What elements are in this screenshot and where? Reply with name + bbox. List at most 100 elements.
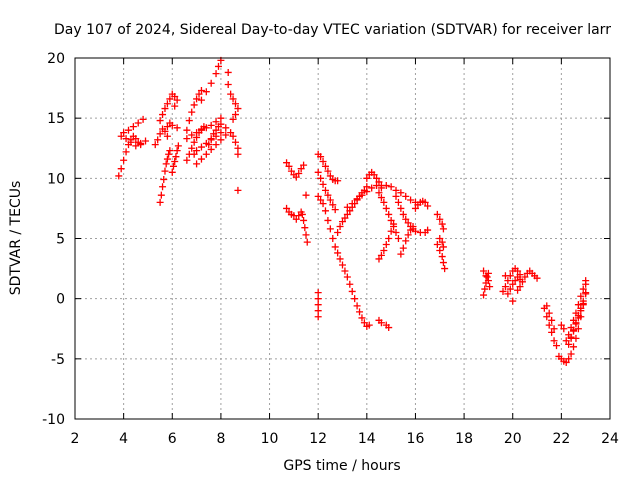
data-point: [402, 192, 410, 200]
data-point: [329, 235, 337, 242]
x-tick-label: 22: [552, 431, 570, 447]
data-point: [139, 115, 147, 123]
data-point: [321, 162, 329, 170]
y-tick-label: 10: [47, 171, 65, 187]
data-point: [411, 204, 419, 212]
data-point: [385, 210, 393, 218]
data-point: [171, 93, 179, 101]
data-point: [183, 135, 191, 143]
data-point: [394, 198, 402, 206]
data-point: [331, 206, 339, 214]
data-point: [504, 290, 512, 298]
data-point: [375, 178, 383, 186]
data-point: [385, 324, 393, 332]
data-point: [334, 177, 342, 185]
data-point: [166, 147, 174, 155]
data-point: [162, 160, 170, 168]
data-point: [521, 273, 529, 281]
data-point: [433, 241, 441, 249]
data-point: [358, 191, 366, 199]
data-point: [292, 173, 300, 181]
data-point: [486, 283, 494, 291]
data-point: [188, 108, 196, 116]
data-point: [161, 105, 169, 113]
data-point: [572, 320, 580, 328]
data-point: [321, 186, 329, 194]
plot-frame: [74, 57, 611, 420]
data-point: [358, 314, 366, 322]
data-point: [156, 130, 164, 138]
data-point: [292, 215, 300, 223]
data-point: [370, 171, 378, 179]
data-point: [165, 150, 173, 158]
data-point: [227, 90, 235, 98]
data-point: [156, 198, 164, 206]
data-point: [439, 243, 447, 251]
data-point: [484, 277, 492, 285]
data-point: [171, 102, 179, 110]
data-point: [346, 207, 354, 215]
data-point: [197, 96, 205, 104]
data-point: [562, 337, 570, 345]
grid: [75, 58, 610, 419]
data-point: [579, 285, 587, 293]
data-point: [217, 120, 225, 128]
data-point: [193, 95, 201, 103]
data-point: [300, 216, 308, 224]
data-point: [570, 327, 578, 335]
data-point: [171, 157, 179, 165]
data-point: [173, 96, 181, 104]
data-point: [317, 174, 325, 182]
x-tick-label: 16: [407, 431, 425, 447]
data-point: [193, 147, 201, 155]
data-point: [174, 142, 182, 150]
data-point: [516, 283, 524, 291]
data-point: [377, 184, 385, 192]
x-tick-label: 20: [504, 431, 522, 447]
data-point: [283, 204, 291, 212]
data-point: [156, 117, 164, 125]
data-point: [436, 235, 444, 242]
data-point: [227, 129, 235, 137]
data-point: [183, 156, 191, 164]
data-point: [234, 150, 242, 158]
data-point: [232, 100, 239, 108]
data-point: [163, 100, 171, 108]
data-point: [222, 131, 230, 139]
data-point: [441, 265, 449, 273]
x-tick-label: 24: [601, 431, 619, 447]
data-point: [197, 126, 205, 134]
data-point: [509, 297, 517, 305]
data-point: [582, 290, 590, 298]
data-point: [168, 168, 176, 176]
data-point: [212, 70, 220, 78]
data-point: [168, 121, 176, 129]
data-point: [190, 150, 198, 158]
data-point: [193, 160, 201, 168]
data-point: [560, 325, 568, 333]
data-point: [120, 129, 128, 137]
data-point: [319, 180, 327, 188]
data-point: [562, 358, 570, 366]
data-point: [424, 202, 432, 210]
data-point: [314, 307, 322, 315]
data-point: [382, 182, 390, 190]
data-point: [404, 231, 412, 239]
data-point: [283, 159, 291, 167]
data-point: [161, 127, 169, 135]
data-point: [157, 191, 165, 199]
data-point: [514, 267, 522, 275]
data-point: [377, 319, 385, 327]
data-point: [303, 238, 311, 246]
data-point: [302, 231, 310, 239]
data-point: [543, 302, 551, 310]
data-point: [224, 80, 232, 88]
data-point: [163, 155, 171, 163]
x-axis-label: GPS time / hours: [283, 458, 400, 474]
data-point: [329, 201, 337, 209]
data-point: [173, 147, 181, 155]
data-point: [117, 132, 125, 140]
data-point: [353, 302, 361, 310]
data-point: [511, 277, 519, 285]
data-point: [160, 176, 168, 184]
